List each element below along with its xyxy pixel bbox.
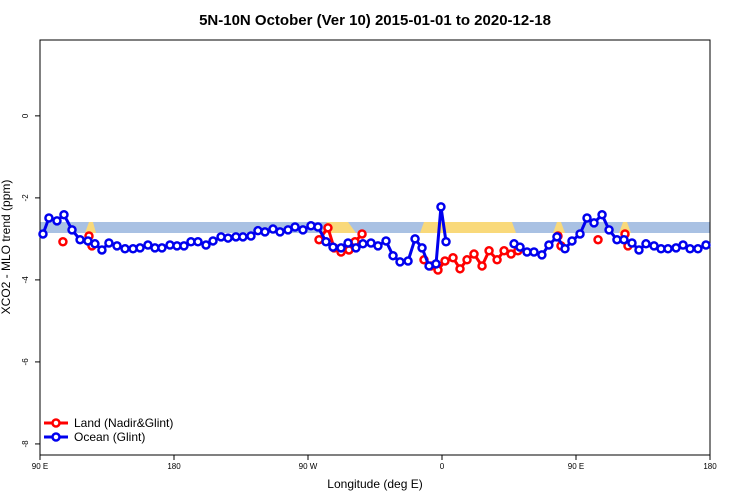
legend-label: Ocean (Glint): [74, 430, 145, 444]
y-tick-label: 0: [21, 113, 30, 118]
x-tick-label: 0: [440, 462, 445, 471]
data-point: [431, 259, 441, 269]
data-point: [120, 243, 130, 254]
data-point: [582, 213, 592, 223]
data-point: [321, 237, 331, 247]
data-point: [403, 256, 413, 266]
ocean-band: [40, 222, 710, 233]
data-point: [343, 238, 353, 248]
data-point: [313, 222, 323, 232]
data-point: [275, 227, 285, 237]
x-tick-label: 90 E: [568, 462, 584, 471]
data-point: [560, 243, 570, 254]
data-point: [619, 234, 629, 245]
y-tick-label: -4: [21, 276, 30, 284]
data-point: [193, 237, 203, 247]
data-point: [567, 236, 577, 246]
data-point: [135, 243, 145, 253]
data-point: [627, 238, 637, 248]
data-point: [358, 239, 368, 249]
legend-marker: [51, 432, 61, 442]
data-point: [179, 241, 189, 251]
x-tick-label: 90 E: [32, 462, 48, 471]
data-point: [469, 249, 479, 259]
data-point: [336, 243, 346, 253]
data-point: [663, 243, 673, 254]
data-point: [260, 227, 270, 237]
data-point: [388, 250, 398, 261]
data-point: [59, 209, 69, 220]
data-point: [417, 243, 427, 253]
data-point: [67, 225, 77, 235]
land-band: [420, 222, 516, 233]
data-point: [701, 240, 711, 250]
x-tick-label: 90 W: [299, 462, 318, 471]
data-point: [492, 255, 502, 265]
x-axis-label: Longitude (deg E): [327, 477, 422, 491]
data-point: [97, 245, 107, 255]
data-point: [641, 239, 651, 249]
data-point: [157, 243, 167, 253]
y-tick-label: -8: [21, 440, 30, 448]
land-band: [85, 222, 96, 233]
data-point: [634, 245, 644, 255]
data-point: [90, 239, 100, 249]
data-point: [381, 236, 391, 246]
data-point: [693, 243, 703, 254]
y-tick-label: -2: [21, 194, 30, 202]
data-point: [298, 225, 308, 235]
y-tick-label: -6: [21, 358, 30, 366]
land-band: [553, 222, 565, 233]
legend-marker: [51, 418, 61, 428]
data-point: [436, 202, 446, 212]
x-tick-label: 180: [167, 462, 181, 471]
data-point: [351, 243, 361, 253]
data-point: [575, 229, 585, 239]
data-point: [589, 218, 599, 228]
data-point: [208, 236, 218, 246]
data-point: [201, 240, 211, 250]
data-point: [290, 222, 300, 232]
data-point: [537, 250, 547, 260]
chart-title: 5N-10N October (Ver 10) 2015-01-01 to 20…: [199, 12, 551, 29]
data-point: [484, 246, 494, 256]
land-band: [619, 222, 631, 233]
data-point: [455, 264, 465, 274]
data-point: [685, 243, 695, 254]
data-point: [395, 257, 405, 267]
data-point: [593, 234, 603, 245]
data-point: [440, 256, 450, 266]
data-point: [441, 237, 451, 247]
data-point: [529, 247, 539, 257]
data-point: [246, 231, 256, 241]
data-point: [323, 223, 333, 233]
data-point: [373, 241, 383, 251]
data-point: [515, 242, 525, 252]
data-point: [597, 209, 607, 220]
data-point: [58, 237, 68, 247]
data-point: [477, 261, 487, 271]
data-point: [112, 241, 122, 251]
data-point: [44, 213, 54, 223]
data-point: [462, 255, 472, 265]
x-tick-label: 180: [703, 462, 717, 471]
data-point: [238, 232, 248, 242]
data-point: [223, 233, 233, 243]
data-point: [448, 253, 458, 263]
data-point: [604, 225, 614, 235]
data-point: [52, 216, 62, 226]
data-point: [328, 242, 338, 252]
data-point: [75, 234, 85, 245]
data-point: [38, 229, 48, 239]
data-point: [410, 234, 420, 244]
y-axis-label: XCO2 - MLO trend (ppm): [0, 180, 13, 315]
data-point: [104, 238, 114, 248]
legend-label: Land (Nadir&Glint): [74, 416, 173, 430]
data-point: [357, 229, 367, 239]
data-point: [544, 240, 554, 250]
data-point: [678, 240, 688, 250]
data-point: [499, 246, 509, 256]
data-point: [552, 232, 562, 242]
